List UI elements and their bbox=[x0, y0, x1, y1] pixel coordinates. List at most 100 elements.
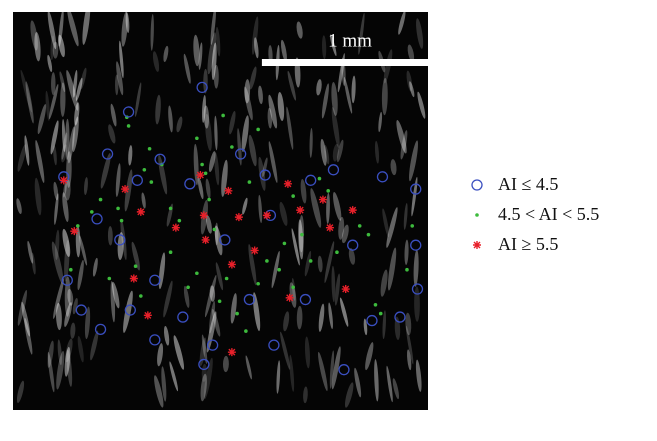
texture-streak bbox=[53, 181, 59, 201]
texture-streak bbox=[56, 350, 65, 390]
point bbox=[234, 213, 243, 222]
texture-streak bbox=[55, 302, 62, 331]
texture-streak bbox=[64, 276, 71, 317]
texture-streak bbox=[213, 64, 219, 89]
point bbox=[410, 183, 422, 195]
texture-streak bbox=[211, 42, 217, 81]
texture-streak bbox=[407, 349, 412, 371]
texture-streak bbox=[374, 140, 380, 164]
texture-streak bbox=[396, 119, 407, 154]
texture-streak bbox=[358, 12, 365, 55]
texture-streak bbox=[415, 359, 422, 392]
point bbox=[268, 339, 280, 351]
texture-streak bbox=[50, 120, 59, 155]
texture-streak bbox=[386, 365, 393, 403]
texture-streak bbox=[57, 339, 62, 366]
texture-streak bbox=[204, 274, 217, 318]
texture-streak bbox=[84, 306, 91, 340]
texture-streak bbox=[262, 157, 268, 177]
texture-streak bbox=[214, 225, 223, 256]
point bbox=[373, 303, 378, 307]
texture-streak bbox=[163, 45, 169, 63]
point bbox=[262, 211, 271, 220]
texture-streak bbox=[27, 240, 34, 264]
point bbox=[283, 179, 292, 188]
texture-streak bbox=[248, 243, 257, 286]
texture-streak bbox=[331, 265, 336, 303]
point bbox=[338, 364, 350, 376]
texture-streak bbox=[203, 357, 213, 400]
texture-streak bbox=[79, 235, 88, 266]
texture-streak bbox=[304, 336, 310, 369]
texture-streak bbox=[201, 334, 208, 365]
point bbox=[207, 197, 211, 202]
texture-streak bbox=[67, 126, 75, 164]
texture-streak bbox=[203, 105, 210, 129]
texture-streak bbox=[201, 363, 207, 382]
texture-streak bbox=[163, 280, 173, 318]
point bbox=[186, 285, 190, 290]
texture-streak bbox=[406, 70, 413, 92]
texture-streak bbox=[296, 21, 303, 39]
point bbox=[212, 227, 217, 232]
point bbox=[347, 239, 359, 251]
texture-streak bbox=[210, 6, 217, 46]
point bbox=[201, 235, 210, 244]
texture-streak bbox=[287, 70, 297, 101]
texture-streak bbox=[208, 151, 216, 173]
texture-streak bbox=[205, 215, 212, 234]
texture-streak bbox=[248, 134, 257, 167]
texture-streak bbox=[317, 351, 328, 392]
texture-streak bbox=[72, 116, 79, 153]
point bbox=[327, 164, 340, 176]
point bbox=[124, 304, 136, 316]
texture-streak bbox=[183, 285, 190, 308]
point bbox=[357, 224, 362, 228]
texture-streak bbox=[333, 192, 342, 221]
texture-streak bbox=[51, 72, 56, 96]
point bbox=[259, 169, 271, 181]
texture-streak bbox=[100, 152, 111, 189]
texture-streak bbox=[193, 34, 200, 67]
texture-streak bbox=[16, 198, 22, 215]
point bbox=[300, 232, 304, 237]
texture-streak bbox=[66, 349, 73, 387]
point bbox=[199, 211, 208, 220]
point bbox=[244, 329, 248, 333]
texture-streak bbox=[80, 67, 87, 90]
texture-streak bbox=[414, 286, 420, 322]
texture-streak bbox=[417, 91, 426, 119]
point bbox=[265, 259, 269, 263]
texture-streak bbox=[124, 169, 133, 212]
texture-streak bbox=[244, 86, 253, 121]
texture-streak bbox=[64, 346, 71, 377]
texture-streak bbox=[215, 262, 224, 291]
texture-streak bbox=[407, 44, 415, 63]
point bbox=[335, 250, 339, 255]
point bbox=[203, 171, 208, 176]
texture-streak bbox=[324, 145, 330, 165]
point bbox=[317, 176, 322, 181]
point bbox=[133, 264, 138, 269]
texture-streak bbox=[62, 228, 71, 257]
point bbox=[227, 348, 236, 357]
texture-streak bbox=[339, 297, 349, 327]
texture-streak bbox=[251, 16, 259, 55]
texture-streak bbox=[110, 281, 116, 323]
point bbox=[131, 174, 143, 186]
texture-streak bbox=[300, 179, 307, 204]
texture-streak bbox=[119, 40, 124, 79]
texture-streak bbox=[110, 103, 117, 127]
texture-streak bbox=[55, 229, 60, 260]
point bbox=[136, 207, 145, 216]
point bbox=[70, 227, 79, 236]
texture-streak bbox=[117, 232, 124, 261]
texture-streak bbox=[286, 106, 294, 150]
texture-streak bbox=[214, 152, 220, 186]
texture-streak bbox=[64, 302, 72, 327]
texture-streak bbox=[24, 135, 30, 166]
point bbox=[221, 113, 225, 118]
point bbox=[75, 224, 80, 228]
point bbox=[59, 176, 68, 185]
point bbox=[348, 206, 357, 215]
